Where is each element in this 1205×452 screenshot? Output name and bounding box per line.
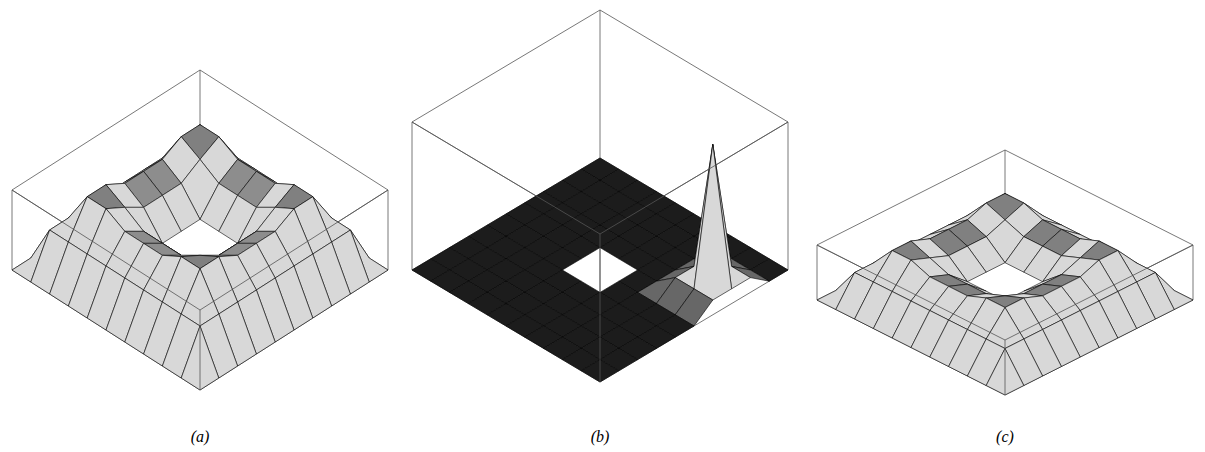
surface-panel bbox=[412, 10, 788, 382]
box-edge bbox=[12, 190, 13, 270]
box-frame bbox=[12, 70, 388, 390]
box-edge bbox=[412, 158, 600, 270]
box-edge bbox=[788, 122, 789, 270]
box-edge bbox=[600, 10, 601, 158]
box-edge bbox=[817, 245, 818, 300]
box-edge bbox=[200, 190, 388, 310]
box-frame bbox=[412, 10, 788, 382]
box-edge bbox=[412, 122, 413, 270]
surface bbox=[12, 125, 388, 390]
box-edge bbox=[412, 270, 600, 382]
box-front bbox=[412, 122, 788, 382]
box-edge bbox=[600, 234, 601, 382]
surface bbox=[817, 194, 1193, 396]
box-edge bbox=[1193, 245, 1194, 300]
panel-label: (b) bbox=[591, 428, 610, 446]
box-edge bbox=[12, 190, 200, 310]
surface-panel bbox=[817, 150, 1193, 395]
surface bbox=[412, 144, 788, 382]
box-edge bbox=[600, 158, 788, 270]
box-edge bbox=[600, 234, 601, 382]
box-edge bbox=[1005, 340, 1006, 395]
box-front bbox=[12, 190, 388, 390]
box-edge bbox=[388, 190, 389, 270]
figure: (a) (b) (c) bbox=[0, 0, 1205, 452]
box-edge bbox=[412, 10, 600, 122]
box-edge bbox=[200, 310, 201, 390]
panel-label: (a) bbox=[191, 428, 210, 446]
surface-cell bbox=[694, 144, 732, 300]
box-edge bbox=[1005, 245, 1193, 340]
panel-label: (c) bbox=[996, 428, 1014, 446]
box-edge bbox=[200, 310, 201, 390]
box-edge bbox=[817, 245, 1005, 340]
box-edge bbox=[600, 122, 788, 234]
box-front bbox=[817, 245, 1193, 395]
box-edge bbox=[1005, 340, 1006, 395]
box-frame bbox=[817, 150, 1193, 395]
box-edge bbox=[600, 10, 788, 122]
surface-panel bbox=[12, 70, 388, 390]
box-edge bbox=[412, 122, 600, 234]
